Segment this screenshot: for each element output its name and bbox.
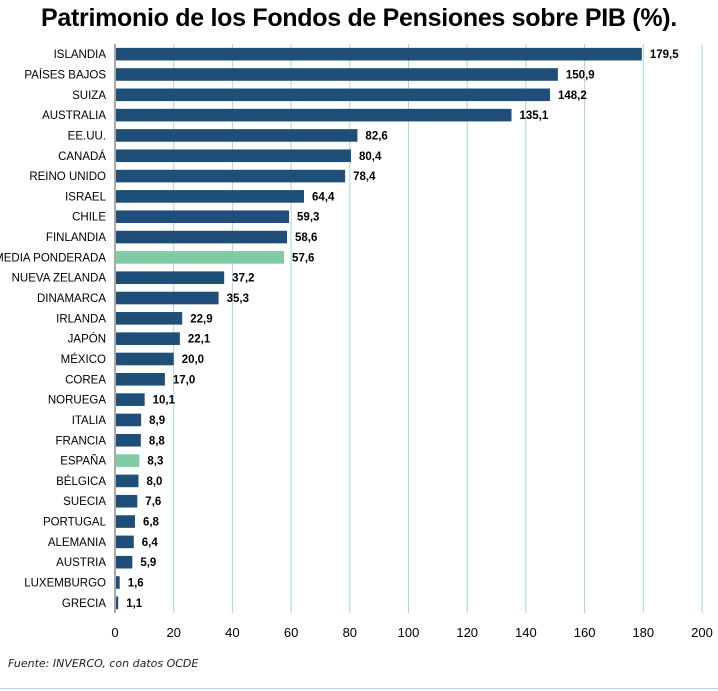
bar xyxy=(116,149,351,163)
bar xyxy=(116,169,346,183)
bottom-divider xyxy=(0,688,718,689)
category-label: DINAMARCA xyxy=(37,293,106,305)
category-label: LUXEMBURGO xyxy=(24,578,106,590)
x-tick-label: 20 xyxy=(166,625,180,640)
x-tick-label: 80 xyxy=(343,625,357,640)
data-label: 20,0 xyxy=(182,354,204,366)
category-label: SUECIA xyxy=(63,496,106,508)
bar xyxy=(116,373,165,386)
data-label: 6,4 xyxy=(142,537,159,549)
data-label: 80,4 xyxy=(359,151,382,163)
data-label: 1,6 xyxy=(128,578,144,590)
data-label: 22,9 xyxy=(190,313,212,325)
category-label: GRECIA xyxy=(62,598,106,610)
x-tick-label: 180 xyxy=(632,625,654,640)
category-label: MÉXICO xyxy=(61,353,106,366)
data-label: 10,1 xyxy=(153,395,176,407)
category-label: EE.UU. xyxy=(68,130,106,142)
data-label: 22,1 xyxy=(188,334,211,346)
category-label: ITALIA xyxy=(72,415,107,427)
data-label: 150,9 xyxy=(566,69,595,81)
data-label: 82,6 xyxy=(365,130,387,142)
bar xyxy=(116,555,133,569)
x-tick-label: 60 xyxy=(284,625,298,640)
category-label: IRLANDA xyxy=(56,313,106,325)
category-label: FINLANDIA xyxy=(46,232,106,244)
category-label: BÉLGICA xyxy=(56,475,106,488)
bar xyxy=(116,352,174,366)
data-label: 64,4 xyxy=(312,191,335,203)
data-label: 37,2 xyxy=(232,273,254,285)
bar xyxy=(116,413,142,427)
data-label: 59,3 xyxy=(297,212,319,224)
bar xyxy=(116,596,119,610)
data-label: 17,0 xyxy=(173,374,195,386)
bar xyxy=(116,474,139,488)
bar xyxy=(116,535,134,549)
data-label: 35,3 xyxy=(227,293,249,305)
category-label: SUIZA xyxy=(72,90,106,102)
category-label: AUSTRIA xyxy=(56,557,106,569)
bar xyxy=(116,454,140,467)
data-label: 78,4 xyxy=(353,171,376,183)
bar xyxy=(116,251,285,264)
x-tick-label: 100 xyxy=(398,625,420,640)
category-label: ALEMANIA xyxy=(48,537,106,549)
data-label: 8,9 xyxy=(149,415,165,427)
bar xyxy=(116,230,287,244)
x-tick-label: 200 xyxy=(691,625,713,640)
category-label: ESPAÑA xyxy=(60,455,106,468)
bar xyxy=(116,47,642,61)
bar xyxy=(116,88,550,102)
category-label: COREA xyxy=(65,374,106,386)
category-label: REINO UNIDO xyxy=(29,171,106,183)
data-label: 8,3 xyxy=(147,456,163,468)
bar xyxy=(116,494,138,508)
data-label: 7,6 xyxy=(145,496,161,508)
category-label: CANADÁ xyxy=(58,150,106,163)
data-label: 8,8 xyxy=(149,435,166,447)
data-label: 57,6 xyxy=(292,252,314,264)
bar xyxy=(116,129,358,142)
bar xyxy=(116,210,290,224)
data-label: 1,1 xyxy=(126,598,143,610)
data-label: 6,8 xyxy=(143,517,160,529)
category-label: PORTUGAL xyxy=(43,517,107,529)
data-label: 8,0 xyxy=(146,476,162,488)
data-label: 58,6 xyxy=(295,232,317,244)
category-label: ISRAEL xyxy=(65,191,107,203)
bar xyxy=(116,271,225,284)
bar xyxy=(116,433,141,447)
x-tick-label: 120 xyxy=(456,625,478,640)
x-tick-label: 160 xyxy=(574,625,596,640)
bar xyxy=(116,190,305,203)
category-label: AUSTRALIA xyxy=(42,110,106,122)
category-label: PAÍSES BAJOS xyxy=(24,68,106,81)
x-tick-label: 0 xyxy=(111,625,118,640)
data-label: 179,5 xyxy=(650,49,679,61)
bar xyxy=(116,312,183,325)
x-tick-label: 40 xyxy=(225,625,239,640)
chart-title: Patrimonio de los Fondos de Pensiones so… xyxy=(41,4,677,32)
bar xyxy=(116,291,219,305)
category-label: ISLANDIA xyxy=(54,49,107,61)
data-label: 135,1 xyxy=(520,110,549,122)
data-label: 5,9 xyxy=(140,557,156,569)
bar xyxy=(116,576,120,589)
category-label: CHILE xyxy=(72,212,106,224)
source-note: Fuente: INVERCO, con datos OCDE xyxy=(8,657,199,670)
bar xyxy=(116,393,145,406)
bar xyxy=(116,515,135,528)
category-label: JAPÓN xyxy=(68,333,106,346)
category-label: FRANCIA xyxy=(56,435,107,447)
data-label: 148,2 xyxy=(558,90,587,102)
category-label: MEDIA PONDERADA xyxy=(0,252,106,264)
x-tick-label: 140 xyxy=(515,625,537,640)
bar xyxy=(116,68,558,81)
bar xyxy=(116,108,512,122)
category-label: NUEVA ZELANDA xyxy=(12,273,107,285)
bar xyxy=(116,332,180,345)
category-label: NORUEGA xyxy=(48,395,106,407)
